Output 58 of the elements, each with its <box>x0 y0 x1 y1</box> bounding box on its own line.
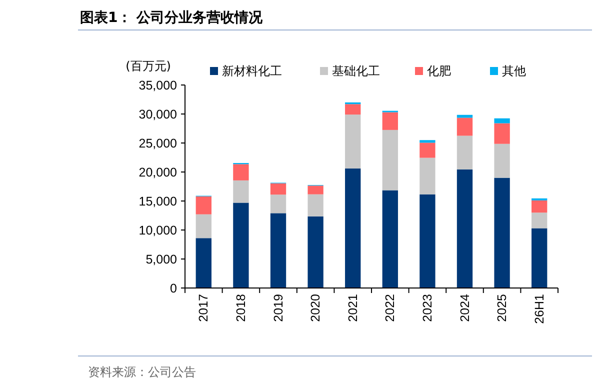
bar <box>270 213 286 288</box>
bar <box>233 164 249 180</box>
x-tick-label: 2022 <box>383 294 398 322</box>
x-tick-label: 26H1 <box>532 294 546 324</box>
bar <box>456 118 473 136</box>
bar <box>382 190 398 288</box>
bar <box>494 178 510 288</box>
bar <box>196 238 212 288</box>
y-tick-label: 20,000 <box>138 165 178 180</box>
bar <box>420 194 436 288</box>
x-tick-label: 2021 <box>346 294 360 322</box>
bar <box>233 202 249 288</box>
legend-label: 新材料化工 <box>222 64 282 78</box>
bar <box>494 144 510 178</box>
bar <box>456 169 473 288</box>
y-axis-title: (百万元) <box>126 59 171 73</box>
bar <box>308 216 324 288</box>
bar <box>420 158 436 194</box>
bar <box>456 136 473 170</box>
bar <box>420 142 436 158</box>
x-tick-label: 2017 <box>196 294 211 322</box>
bar <box>196 196 212 214</box>
bar <box>532 228 548 288</box>
x-tick-label: 2020 <box>308 294 323 322</box>
bar <box>494 118 510 124</box>
bar <box>532 212 548 228</box>
bar <box>196 214 212 238</box>
bar <box>420 140 436 143</box>
legend-label: 其他 <box>502 64 526 78</box>
bar <box>233 180 249 203</box>
bar <box>270 183 286 195</box>
bar <box>382 112 398 130</box>
bar <box>345 104 361 115</box>
bar <box>345 114 361 169</box>
legend-label: 化肥 <box>427 64 451 78</box>
y-tick-label: 10,000 <box>138 223 178 238</box>
bar <box>382 130 398 190</box>
x-tick-label: 2018 <box>234 294 248 322</box>
bar <box>308 186 324 194</box>
chart-title: 图表1： 公司分业务营收情况 <box>80 10 264 26</box>
legend-label: 基础化工 <box>332 64 380 78</box>
y-tick-label: 25,000 <box>138 136 178 150</box>
bar <box>308 194 324 216</box>
bar <box>270 194 286 214</box>
y-tick-label: 35,000 <box>138 78 178 92</box>
text: 资料来源：公司公告 <box>88 365 196 379</box>
y-tick-label: 0 <box>170 281 178 296</box>
bar <box>532 200 548 213</box>
y-tick-label: 15,000 <box>138 194 178 208</box>
bar <box>494 123 510 144</box>
x-tick-label: 2023 <box>420 294 434 322</box>
x-tick-label: 2024 <box>458 294 472 322</box>
x-tick-label: 2025 <box>495 294 510 322</box>
bar <box>345 168 361 288</box>
y-tick-label: 5,000 <box>146 252 178 266</box>
y-tick-label: 30,000 <box>138 107 178 122</box>
x-tick-label: 2019 <box>271 294 286 322</box>
bar <box>456 114 473 118</box>
